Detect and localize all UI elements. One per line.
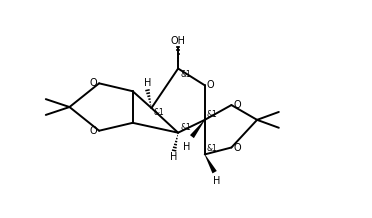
Text: O: O	[90, 78, 97, 88]
Text: &1: &1	[153, 108, 164, 117]
Text: H: H	[170, 152, 178, 162]
Text: O: O	[90, 126, 97, 136]
Text: H: H	[213, 176, 220, 186]
Text: OH: OH	[171, 36, 186, 46]
Polygon shape	[205, 154, 217, 173]
Text: &1: &1	[207, 110, 218, 119]
Text: H: H	[183, 141, 191, 152]
Text: &1: &1	[207, 145, 218, 153]
Text: &1: &1	[180, 123, 191, 132]
Text: O: O	[207, 80, 214, 90]
Text: O: O	[233, 143, 241, 153]
Text: &1: &1	[180, 70, 191, 78]
Text: O: O	[233, 100, 241, 110]
Polygon shape	[190, 120, 205, 138]
Text: H: H	[144, 78, 151, 88]
